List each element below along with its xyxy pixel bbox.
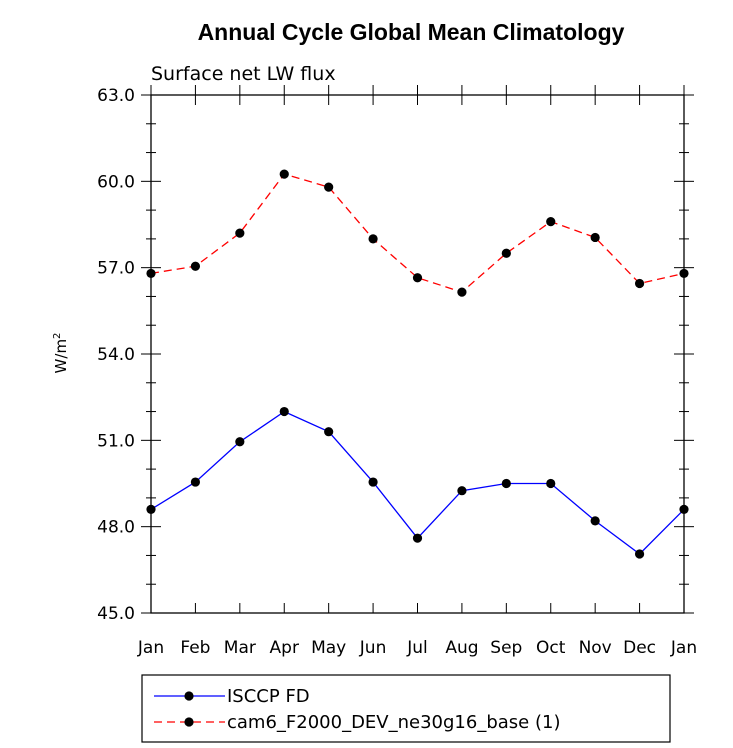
legend-marker-0 xyxy=(184,691,194,701)
data-point xyxy=(457,287,467,297)
x-tick-label: Dec xyxy=(623,638,656,658)
legend-label-0: ISCCP FD xyxy=(227,686,310,707)
data-point xyxy=(324,182,334,192)
y-axis-label: W/m2 xyxy=(52,333,70,374)
y-tick-label: 48.0 xyxy=(97,518,135,538)
x-tick-label: Mar xyxy=(224,638,256,658)
data-point xyxy=(235,228,245,238)
legend-box xyxy=(141,674,671,743)
data-point xyxy=(190,261,201,271)
data-point xyxy=(457,486,467,496)
legend: ISCCP FD cam6_F2000_DEV_ne30g16_base (1) xyxy=(141,674,671,743)
data-point xyxy=(412,273,423,283)
data-point xyxy=(368,477,378,487)
legend-marker-1 xyxy=(184,717,194,727)
data-point xyxy=(546,217,556,227)
data-point xyxy=(634,278,645,289)
x-tick-labels: Jan Feb Mar Apr May Jun Jul Aug Sep Oct Nov Dec Jan xyxy=(137,638,697,658)
x-tick-label: Nov xyxy=(579,638,612,658)
data-point xyxy=(501,478,511,489)
x-tick-label: Sep xyxy=(490,638,522,658)
plot-series xyxy=(146,169,689,559)
y-tick-label: 45.0 xyxy=(97,604,135,624)
chart-subtitle: Surface net LW flux xyxy=(151,63,336,85)
data-point xyxy=(590,516,600,526)
data-point xyxy=(324,427,334,437)
y-tick-label: 54.0 xyxy=(97,345,135,365)
series-line-0 xyxy=(150,410,685,555)
data-point xyxy=(634,549,645,559)
y-tick-label: 60.0 xyxy=(97,172,135,192)
data-point xyxy=(279,406,289,417)
y-tick-labels: 45.0 48.0 51.0 54.0 57.0 60.0 63.0 xyxy=(97,86,135,624)
data-point xyxy=(412,533,423,543)
data-point xyxy=(190,477,201,487)
data-point xyxy=(501,248,511,258)
data-point xyxy=(546,478,556,489)
x-tick-label: Apr xyxy=(270,638,299,658)
y-tick-label: 63.0 xyxy=(97,86,135,106)
data-point xyxy=(368,234,378,244)
data-point xyxy=(235,437,245,447)
y-axis-label-base: W/m xyxy=(52,339,70,374)
data-point xyxy=(279,169,289,179)
data-point xyxy=(590,232,600,243)
x-tick-label: May xyxy=(311,638,346,658)
plot-frame xyxy=(150,94,685,614)
x-tick-label: Jul xyxy=(406,638,428,658)
chart-title: Annual Cycle Global Mean Climatology xyxy=(198,19,625,45)
x-tick-label: Jun xyxy=(359,638,387,658)
y-axis-label-superscript: 2 xyxy=(52,333,63,339)
x-tick-label: Aug xyxy=(445,638,478,658)
y-tick-label: 57.0 xyxy=(97,259,135,279)
x-tick-label: Feb xyxy=(180,638,210,658)
x-tick-label: Jan xyxy=(137,638,164,658)
legend-label-1: cam6_F2000_DEV_ne30g16_base (1) xyxy=(227,712,560,733)
y-tick-label: 51.0 xyxy=(97,431,135,451)
x-tick-label: Jan xyxy=(670,638,697,658)
x-tick-label: Oct xyxy=(536,638,566,658)
